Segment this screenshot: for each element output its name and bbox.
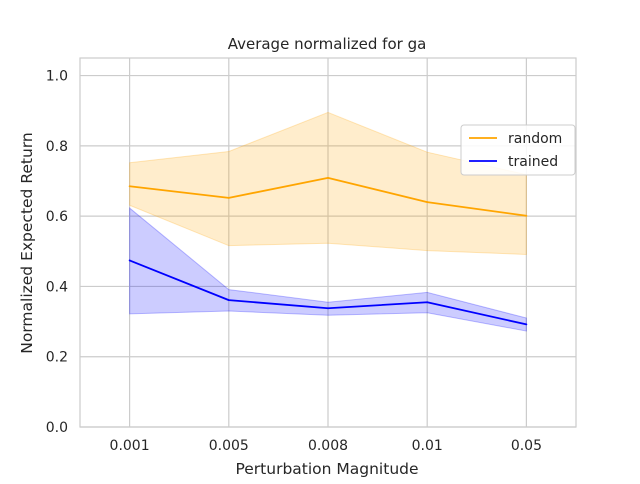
y-tick-label: 0.6 — [46, 209, 68, 225]
legend: random trained — [460, 124, 576, 176]
data-point-random — [128, 185, 131, 188]
x-tick-label: 0.008 — [308, 438, 348, 454]
series-lines — [128, 176, 528, 326]
data-point-random — [227, 196, 230, 199]
x-axis-label: Perturbation Magnitude — [235, 460, 418, 478]
grid — [80, 58, 576, 428]
data-point-trained — [426, 301, 429, 304]
legend-label-trained: trained — [508, 154, 558, 170]
data-point-trained — [128, 259, 131, 262]
confidence-band-random — [129, 111, 527, 255]
data-point-random — [327, 176, 329, 179]
y-tick-label: 0.4 — [46, 279, 68, 295]
x-tick-label: 0.01 — [412, 438, 443, 454]
plot-frame — [79, 57, 577, 428]
chart-title: Average normalized for ga — [228, 35, 427, 53]
y-tick-label: 0.8 — [46, 139, 68, 155]
y-axis-label: Normalized Expected Return — [18, 132, 36, 354]
y-tick-label: 0.2 — [46, 350, 68, 366]
x-tick-label: 0.05 — [511, 438, 542, 454]
y-tick-label: 1.0 — [46, 69, 68, 85]
tick-labels: 0.0 0.2 0.4 0.6 0.8 1.0 0.001 0.005 0.008 0.01 0.0… — [46, 69, 542, 454]
x-tick-label: 0.005 — [209, 438, 249, 454]
data-point-trained — [327, 307, 329, 310]
y-tick-label: 0.0 — [46, 420, 68, 436]
data-point-random — [525, 214, 528, 217]
data-point-trained — [525, 323, 528, 326]
data-point-random — [426, 201, 429, 203]
legend-label-random: random — [508, 131, 562, 147]
x-tick-label: 0.001 — [110, 438, 150, 454]
data-point-trained — [227, 299, 230, 302]
